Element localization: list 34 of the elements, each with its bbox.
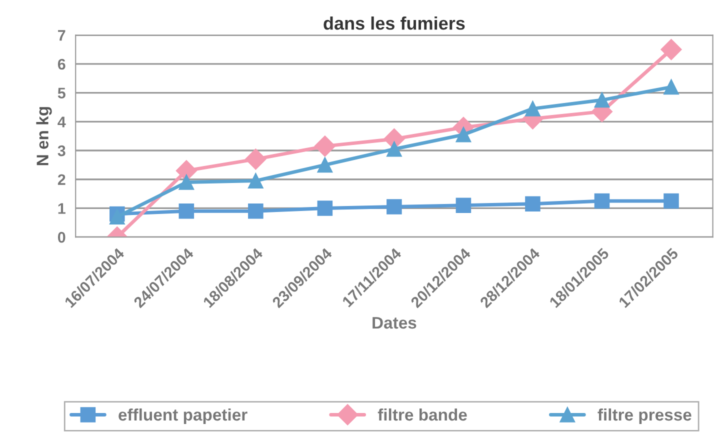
y-tick-label: 4 bbox=[58, 116, 66, 128]
point bbox=[664, 193, 679, 209]
point bbox=[525, 101, 540, 116]
point bbox=[660, 39, 682, 60]
legend-label: filtre bande bbox=[378, 408, 467, 421]
point bbox=[314, 136, 336, 157]
point bbox=[386, 199, 402, 214]
point bbox=[317, 157, 333, 173]
point bbox=[248, 173, 264, 188]
y-tick-label: 5 bbox=[58, 88, 66, 99]
point bbox=[386, 141, 402, 157]
point bbox=[456, 198, 472, 213]
chart-title: dans les fumiers bbox=[324, 16, 465, 30]
legend-label: filtre presse bbox=[598, 408, 692, 424]
y-tick-label: 7 bbox=[58, 30, 66, 41]
point bbox=[525, 196, 540, 212]
point bbox=[178, 203, 194, 219]
point bbox=[110, 209, 125, 225]
y-tick-label: 0 bbox=[58, 232, 66, 243]
point bbox=[456, 127, 472, 142]
point bbox=[594, 92, 610, 108]
y-tick-label: 1 bbox=[58, 203, 66, 214]
point bbox=[594, 193, 610, 209]
point bbox=[245, 148, 266, 170]
point bbox=[317, 200, 333, 216]
y-tick-label: 6 bbox=[58, 58, 66, 70]
point bbox=[178, 174, 194, 190]
y-axis-title: N en kg bbox=[36, 107, 52, 166]
y-tick-label: 2 bbox=[58, 174, 66, 185]
legend-label: effluent papetier bbox=[118, 408, 248, 424]
y-tick-label: 3 bbox=[58, 145, 66, 156]
point bbox=[664, 79, 679, 95]
x-axis-title: Dates bbox=[372, 317, 416, 329]
point bbox=[248, 203, 264, 219]
